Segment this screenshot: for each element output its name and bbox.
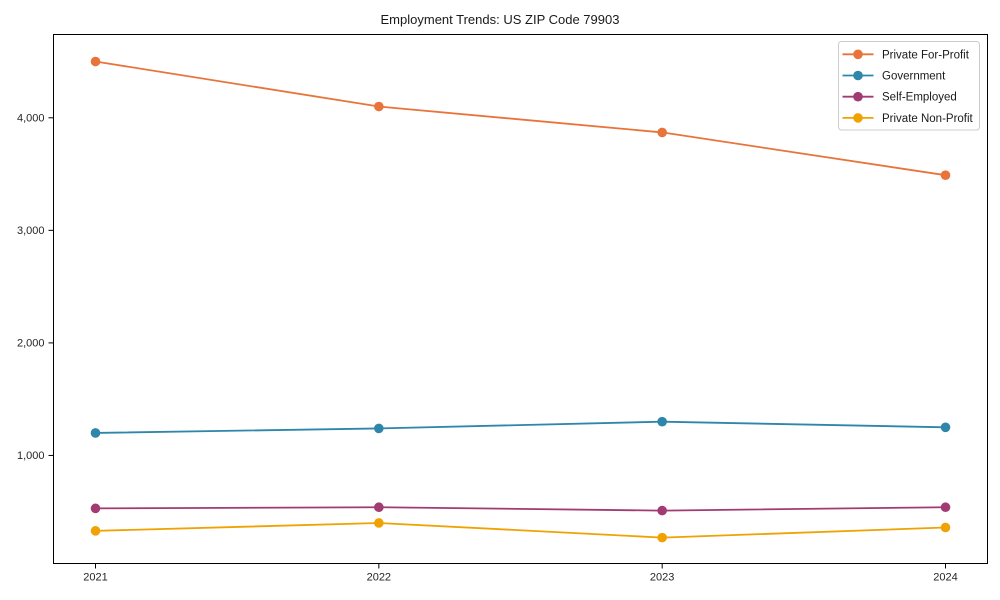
- data-point-marker: [90, 56, 101, 67]
- y-tick-label: 3,000: [17, 225, 45, 237]
- data-point-marker: [374, 518, 384, 528]
- legend-item-label: Government: [882, 71, 946, 83]
- data-point-marker: [940, 170, 951, 180]
- legend-marker-icon: [853, 49, 863, 60]
- legend-item-label: Private Non-Profit: [882, 113, 974, 125]
- x-tick-label: 2022: [367, 572, 391, 584]
- series-line: [94, 506, 947, 512]
- data-point-marker: [657, 127, 667, 138]
- data-point-marker: [657, 416, 667, 427]
- data-point-marker: [940, 502, 951, 513]
- data-point-marker: [374, 502, 384, 513]
- chart-title: Employment Trends: US ZIP Code 79903: [380, 12, 620, 27]
- legend-marker-icon: [853, 113, 863, 123]
- series-line: [94, 60, 947, 177]
- series-line: [94, 522, 947, 539]
- series-line: [94, 420, 947, 434]
- y-tick-label: 1,000: [17, 450, 45, 462]
- y-tick-label: 4,000: [17, 113, 45, 125]
- legend-marker-icon: [853, 91, 863, 102]
- data-point-marker: [940, 422, 951, 433]
- data-point-marker: [90, 503, 101, 514]
- data-point-marker: [90, 428, 101, 438]
- plot-frame: [53, 34, 988, 564]
- y-tick-label: 2,000: [17, 338, 45, 350]
- legend-box: [838, 41, 980, 131]
- x-tick-label: 2024: [933, 572, 957, 584]
- legend-item-label: Private For-Profit: [882, 49, 970, 61]
- data-point-marker: [940, 522, 951, 533]
- data-point-marker: [374, 101, 384, 112]
- data-point-marker: [374, 423, 384, 434]
- data-point-marker: [657, 532, 667, 543]
- legend-item-label: Self-Employed: [882, 92, 957, 104]
- x-tick-label: 2021: [83, 572, 107, 584]
- data-point-marker: [657, 505, 667, 516]
- x-tick-label: 2023: [650, 572, 674, 584]
- data-point-marker: [90, 526, 101, 536]
- legend-marker-icon: [853, 70, 863, 81]
